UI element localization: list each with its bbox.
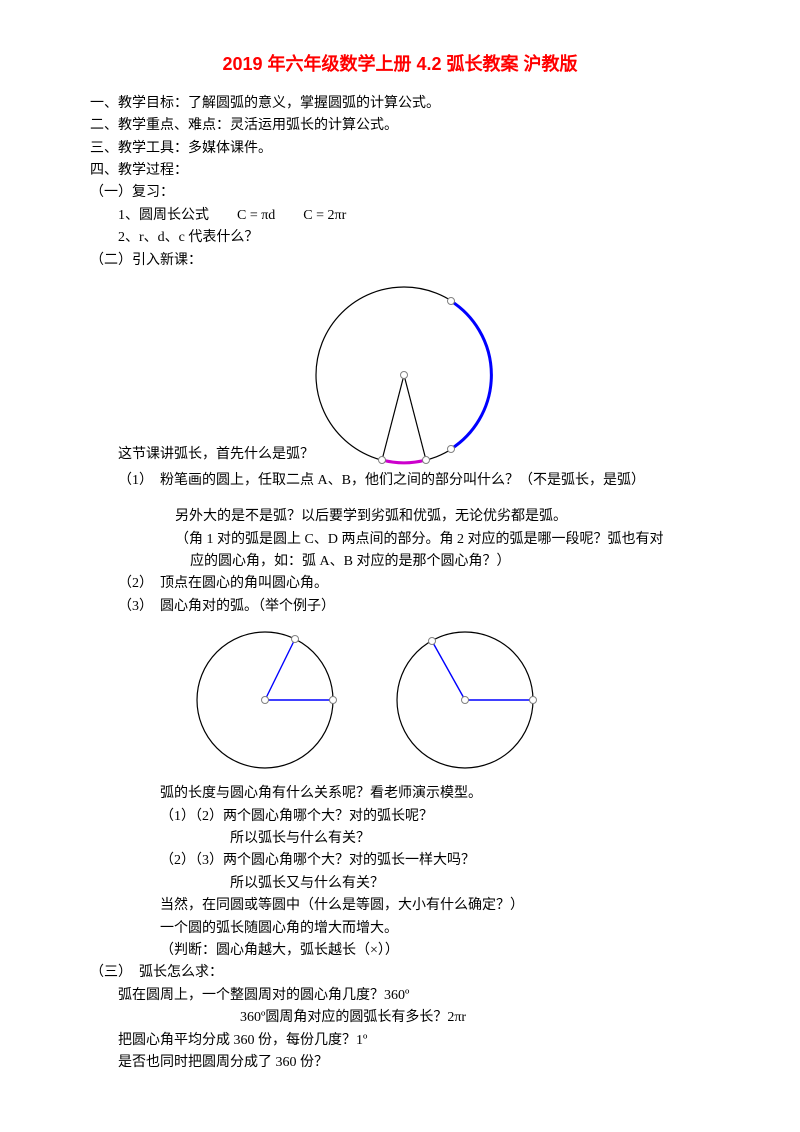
section-tool: 三、教学工具：多媒体课件。 [90, 138, 710, 160]
section-focus: 二、教学重点、难点：灵活运用弧长的计算公式。 [90, 115, 710, 137]
q1: （1） 粉笔画的圆上，任取二点 A、B，他们之间的部分叫什么？（不是弧长，是弧） [90, 470, 710, 492]
r5: （判断：圆心角越大，弧长越长（×）） [90, 940, 710, 962]
p3b: 360º圆周角对应的圆弧长有多长？2πr [90, 1007, 710, 1029]
r1: （1）（2）两个圆心角哪个大？对的弧长呢？ [90, 806, 710, 828]
p3c: 把圆心角平均分成 360 份，每份几度？1º [90, 1030, 710, 1052]
diagram-pair [190, 628, 710, 773]
part-3: （三） 弧长怎么求： [90, 962, 710, 984]
part-1b: 2、r、d、c 代表什么？ [90, 227, 710, 249]
circle-diagram-2 [190, 628, 340, 773]
p3d: 是否也同时把圆周分成了 360 份？ [90, 1052, 710, 1074]
r4: 一个圆的弧长随圆心角的增大而增大。 [90, 918, 710, 940]
diagram-1-row: 这节课讲弧长，首先什么是弧？ [90, 280, 710, 466]
q0: 这节课讲弧长，首先什么是弧？ [90, 444, 314, 466]
r0: 弧的长度与圆心角有什么关系呢？看老师演示模型。 [90, 783, 710, 805]
circle-diagram-1 [304, 280, 504, 470]
q1b: （角 1 对的弧是圆上 C、D 两点间的部分。角 2 对应的弧是哪一段呢？弧也有… [90, 529, 710, 551]
r2a: 所以弧长又与什么有关？ [90, 873, 710, 895]
p3a: 弧在圆周上，一个整圆周对的圆心角几度？360º [90, 985, 710, 1007]
q1c: 应的圆心角，如：弧 A、B 对应的是那个圆心角？） [90, 551, 710, 573]
circle-diagram-3 [390, 628, 540, 773]
page-title: 2019 年六年级数学上册 4.2 弧长教案 沪教版 [90, 50, 710, 79]
section-goal: 一、教学目标：了解圆弧的意义，掌握圆弧的计算公式。 [90, 93, 710, 115]
r3: 当然，在同圆或等圆中（什么是等圆，大小有什么确定？） [90, 895, 710, 917]
q2: （2） 顶点在圆心的角叫圆心角。 [90, 573, 710, 595]
q1a: 另外大的是不是弧？以后要学到劣弧和优弧，无论优劣都是弧。 [90, 506, 710, 528]
part-2: （二）引入新课： [90, 250, 710, 272]
r2: （2）（3）两个圆心角哪个大？对的弧长一样大吗？ [90, 850, 710, 872]
document-page: 2019 年六年级数学上册 4.2 弧长教案 沪教版 一、教学目标：了解圆弧的意… [0, 0, 800, 1114]
part-1a: 1、圆周长公式 C = πd C = 2πr [90, 205, 710, 227]
q3: （3） 圆心角对的弧。（举个例子） [90, 596, 710, 618]
r1a: 所以弧长与什么有关？ [90, 828, 710, 850]
part-1: （一）复习： [90, 182, 710, 204]
spacer [90, 492, 710, 506]
section-process: 四、教学过程： [90, 160, 710, 182]
